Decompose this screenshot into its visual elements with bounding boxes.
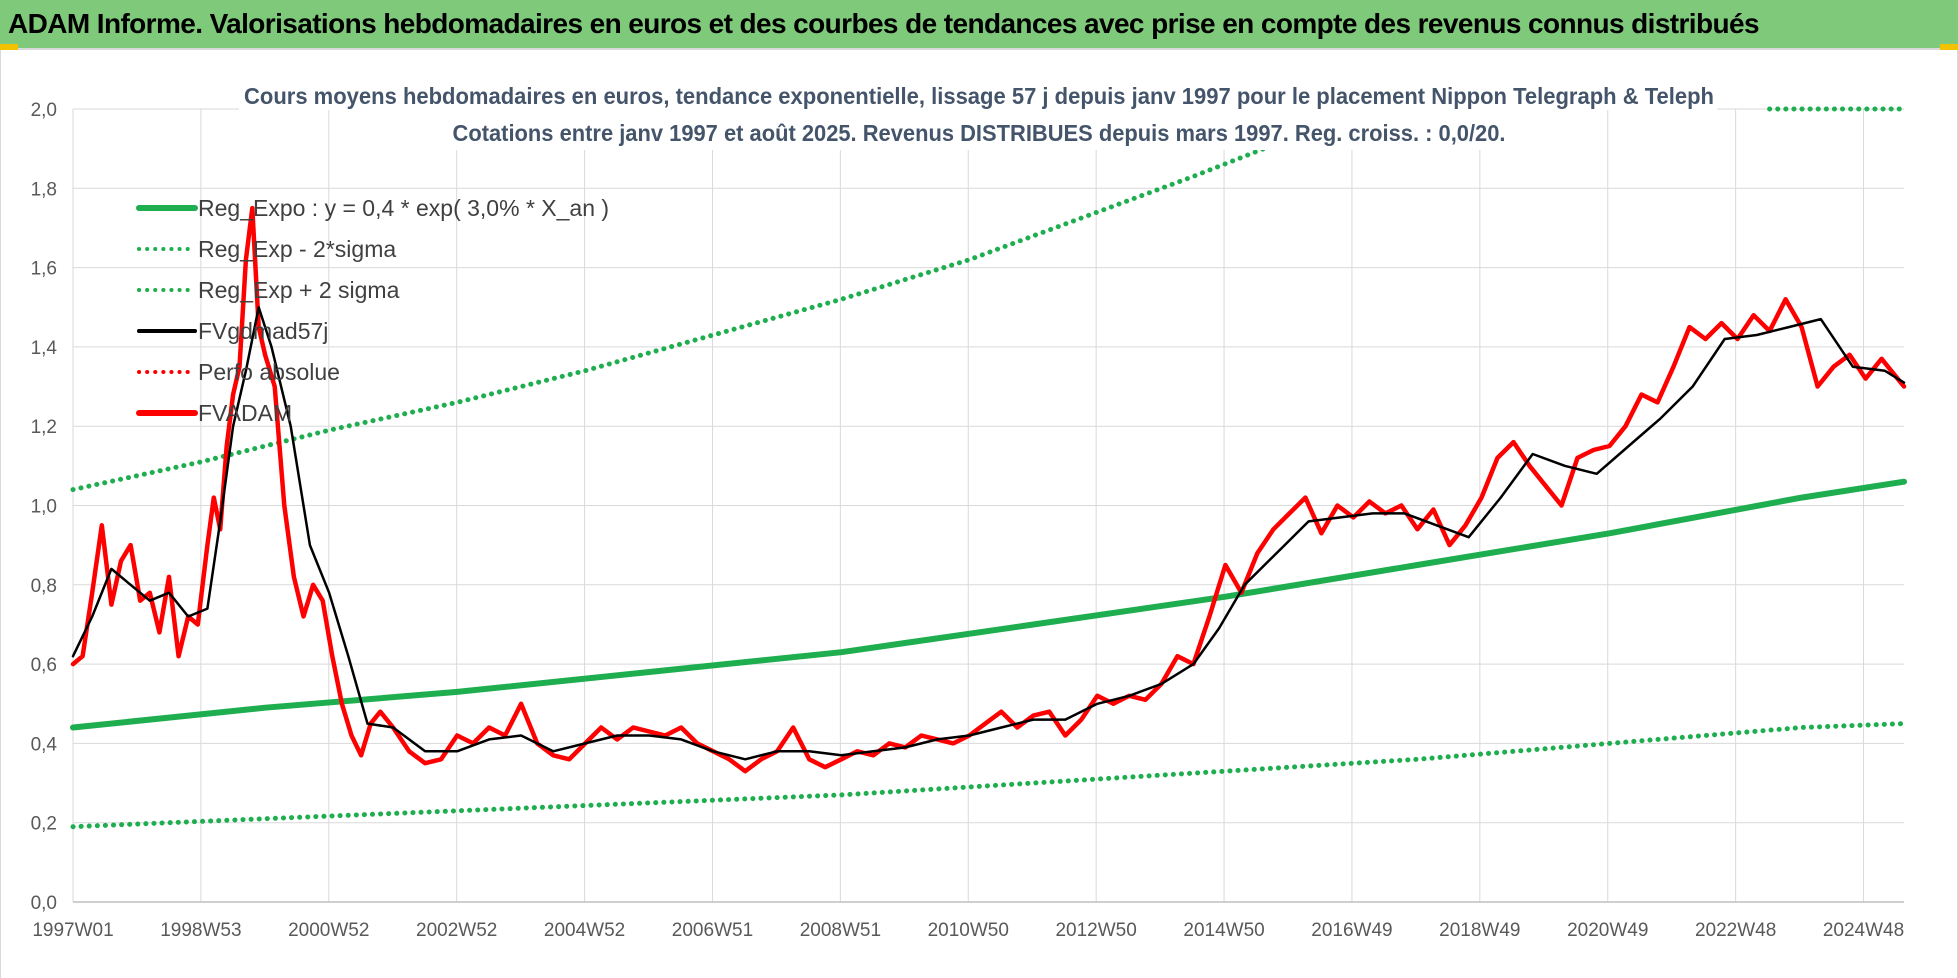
corner-marker-left <box>0 44 18 50</box>
y-tick-label: 1,4 <box>31 338 58 359</box>
legend-label: Reg_Exp - 2*sigma <box>198 236 396 262</box>
y-tick-label: 1,6 <box>31 259 57 280</box>
y-tick-label: 0,4 <box>31 734 58 755</box>
series-line-reg-expo <box>70 478 1907 731</box>
x-tick-label: 2000W52 <box>288 920 369 941</box>
line-chart: 0,0 0,2 0,4 0,6 0,8 1,0 1,2 1,4 1,6 1,8 2,0 1997W01… <box>31 78 1907 941</box>
x-tick-label: 2020W49 <box>1567 920 1648 941</box>
y-tick-label: 0,8 <box>31 576 57 597</box>
chart-title-line2: Cotations entre janv 1997 et août 2025. … <box>453 120 1506 146</box>
legend-label: Reg_Expo : y = 0,4 * exp( 3,0% * X_an ) <box>198 195 609 221</box>
legend-label: Reg_Exp + 2 sigma <box>198 277 400 303</box>
x-tick-label: 1997W01 <box>32 920 113 941</box>
x-tick-label: 2010W50 <box>928 920 1009 941</box>
chart-title-line1: Cours moyens hebdomadaires en euros, ten… <box>244 83 1714 109</box>
x-tick-label: 2006W51 <box>672 920 753 941</box>
x-tick-label: 2002W52 <box>416 920 497 941</box>
x-tick-label: 2022W48 <box>1695 920 1776 941</box>
y-tick-label: 1,0 <box>31 497 57 518</box>
x-tick-label: 2008W51 <box>800 920 881 941</box>
y-tick-label: 0,2 <box>31 814 57 835</box>
series-line-reg-exp-plus-2sigma <box>70 146 1267 493</box>
title-background <box>441 110 1519 150</box>
report-banner: ADAM Informe. Valorisations hebdomadaire… <box>0 0 1958 50</box>
x-tick-label: 2012W50 <box>1055 920 1136 941</box>
x-tick-label: 2014W50 <box>1183 920 1264 941</box>
x-tick-label: 2016W49 <box>1311 920 1392 941</box>
y-tick-label: 0,6 <box>31 655 57 676</box>
x-tick-label: 2004W52 <box>544 920 625 941</box>
corner-marker-right <box>1940 44 1958 50</box>
series-line-reg-exp-minus-2sigma <box>70 721 1907 830</box>
y-tick-label: 2,0 <box>31 100 57 121</box>
y-tick-label: 1,8 <box>31 179 57 200</box>
legend-label: FVgdmad57j <box>198 318 328 344</box>
y-tick-label: 0,0 <box>31 893 57 914</box>
x-tick-label: 2018W49 <box>1439 920 1520 941</box>
title-background <box>239 78 1717 110</box>
x-tick-label: 1998W53 <box>160 920 241 941</box>
report-title: ADAM Informe. Valorisations hebdomadaire… <box>8 8 1760 39</box>
legend-label: Perfo absolue <box>198 359 340 385</box>
x-tick-label: 2024W48 <box>1823 920 1904 941</box>
series-line-fvgdmad57j <box>71 306 1906 761</box>
legend-label: FVADAM <box>198 400 292 426</box>
chart-area: 0,0 0,2 0,4 0,6 0,8 1,0 1,2 1,4 1,6 1,8 2,0 1997W01… <box>0 50 1958 978</box>
y-tick-label: 1,2 <box>31 417 57 438</box>
